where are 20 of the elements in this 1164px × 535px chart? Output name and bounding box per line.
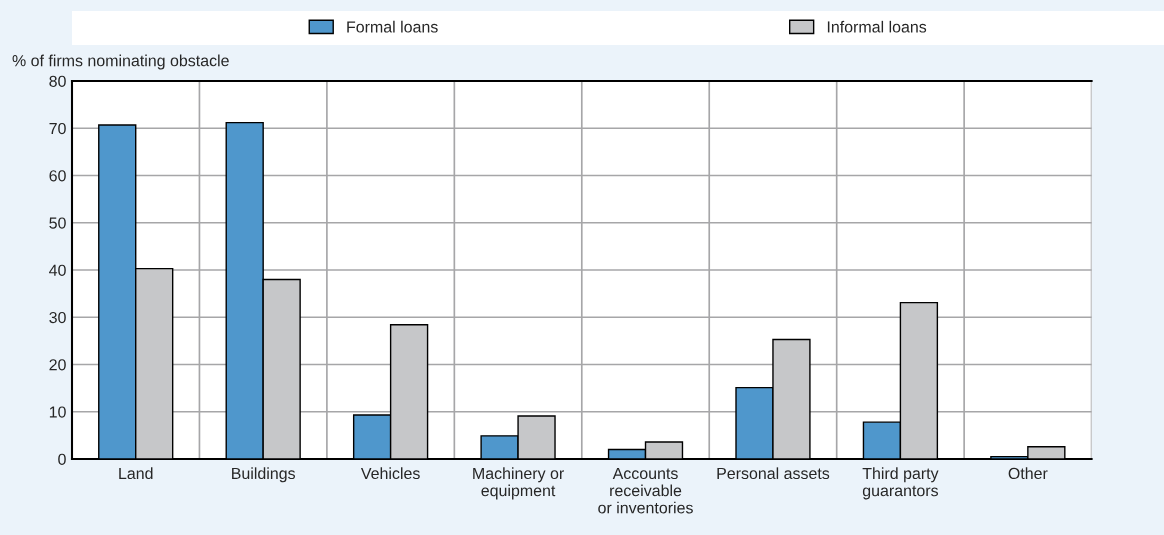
x-tick-label: Third party guarantors: [862, 467, 939, 500]
x-tick-label: Vehicles: [360, 467, 420, 480]
legend-label: Formal loans: [347, 20, 438, 33]
y-tick-label: 80: [49, 75, 66, 87]
y-tick-label: 0: [58, 453, 66, 465]
x-tick-label: Other: [1008, 467, 1048, 480]
x-tick-label: Accounts receivable or inventories: [598, 467, 693, 514]
y-tick-label: 30: [49, 311, 66, 324]
x-tick-label: Personal assets: [717, 467, 830, 480]
x-tick-label: Machinery or equipment: [473, 467, 564, 500]
y-axis-title: % of firms nominating obstacle: [12, 54, 229, 70]
x-tick-label: Land: [119, 467, 153, 480]
y-tick-label: 40: [49, 264, 66, 276]
y-tick-label: 20: [49, 359, 66, 371]
y-tick-label: 70: [49, 122, 66, 135]
y-tick-label: 10: [49, 406, 66, 418]
y-tick-label: 60: [49, 170, 66, 182]
x-tick-label: Buildings: [232, 467, 295, 483]
y-tick-label: 50: [49, 217, 66, 229]
legend-label: Informal loans: [827, 20, 927, 33]
